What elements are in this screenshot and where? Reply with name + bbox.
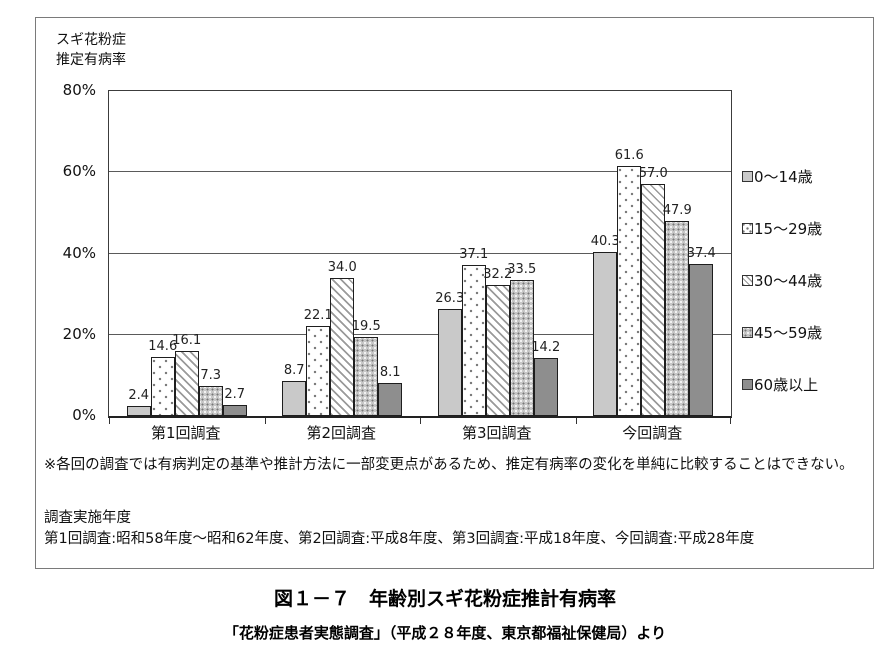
- x-axis-category-label: 今回調査: [622, 424, 683, 442]
- bar-value-label: 22.1: [303, 308, 333, 324]
- legend-label: 60歳以上: [754, 375, 819, 394]
- x-axis-category-label: 第1回調査: [150, 424, 221, 442]
- bar-value-label: 61.6: [614, 147, 644, 163]
- y-axis-tick-label: 0%: [72, 406, 96, 424]
- bar-value-label: 26.3: [435, 291, 465, 307]
- bar: [617, 165, 642, 416]
- bar-value-label: 2.4: [128, 388, 150, 404]
- plot-area: 2.4 14.6 16.1 7.3 2.7 8.7 22.1 34.0 19.5 8.1 26.3 3…: [108, 90, 732, 424]
- survey-years-title: 調査実施年度: [44, 510, 131, 526]
- figure-title: 図１－７ 年齢別スギ花粉症推計有病率: [273, 588, 616, 610]
- y-axis-tick-label: 80%: [62, 81, 96, 99]
- y-axis-tick-label: 40%: [62, 243, 96, 262]
- gridline: [109, 171, 731, 173]
- legend-label: 45〜59歳: [754, 323, 823, 342]
- x-axis-tick: [575, 418, 577, 424]
- legend-swatch-icon: [742, 274, 753, 286]
- bar: [461, 265, 486, 416]
- legend-item: 30〜44歳: [742, 254, 872, 306]
- x-axis-tick: [264, 418, 266, 424]
- legend-label: 0〜14歳: [754, 167, 813, 186]
- bar: [437, 309, 462, 416]
- bar: [222, 405, 247, 416]
- bar-value-label: 34.0: [327, 259, 357, 275]
- gridline: [109, 252, 731, 254]
- legend-item: 45〜59歳: [742, 306, 872, 358]
- x-axis-tick: [109, 418, 110, 424]
- bar-value-label: 33.5: [507, 261, 537, 277]
- bar-value-label: 37.4: [686, 246, 716, 262]
- x-axis-category-label: 第3回調査: [461, 424, 532, 442]
- bar-value-label: 7.3: [200, 368, 222, 384]
- bar-value-label: 32.2: [483, 267, 513, 283]
- x-axis-tick: [420, 418, 421, 424]
- bar-value-label: 16.1: [172, 332, 202, 348]
- bar-value-label: 19.5: [351, 318, 381, 334]
- x-axis-tick: [730, 418, 731, 424]
- y-axis-title: スギ花粉症 推定有病率: [56, 30, 126, 71]
- bar: [378, 383, 403, 416]
- bar-value-label: 57.0: [638, 166, 668, 182]
- survey-years: 調査実施年度 第1回調査:昭和58年度～昭和62年度、第2回調査:平成8年度、第…: [44, 508, 859, 550]
- bar-value-label: 14.6: [148, 338, 178, 354]
- bar-value-label: 8.1: [379, 365, 401, 381]
- legend-swatch-icon: [742, 222, 753, 234]
- bar: [593, 252, 618, 416]
- bar: [150, 356, 175, 416]
- x-axis-labels: 第1回調査 第2回調査 第3回調査 今回調査: [108, 422, 730, 444]
- bar: [126, 406, 151, 416]
- x-axis-category-label: 第2回調査: [306, 424, 377, 442]
- legend-label: 30〜44歳: [754, 271, 823, 290]
- legend-item: 15〜29歳: [742, 202, 872, 254]
- bar: [641, 184, 666, 416]
- y-axis-title-line2: 推定有病率: [56, 52, 126, 69]
- y-axis-tick-label: 20%: [62, 324, 96, 343]
- legend-swatch-icon: [742, 378, 753, 390]
- legend-swatch-icon: [742, 326, 753, 338]
- bar-value-label: 37.1: [459, 247, 489, 263]
- bar: [665, 221, 690, 416]
- bar: [330, 277, 355, 416]
- gridline: [109, 333, 731, 335]
- bar: [354, 336, 379, 416]
- y-axis-tick-label: 60%: [62, 162, 96, 181]
- bar-value-label: 2.7: [224, 387, 246, 403]
- y-axis-title-line1: スギ花粉症: [56, 32, 126, 48]
- legend: 0〜14歳 15〜29歳 30〜44歳 45〜59歳 60歳以上: [742, 150, 872, 410]
- bar: [689, 264, 714, 416]
- bar: [509, 279, 534, 416]
- figure-caption: 「花粉症患者実態調査」（平成２８年度、東京都福祉保健局）より: [223, 624, 667, 642]
- bar: [174, 350, 199, 416]
- bar: [306, 326, 331, 416]
- note-text: ※各回の調査では有病判定の基準や推計方法に一部変更点があるため、推定有病率の変化…: [44, 457, 854, 473]
- legend-item: 0〜14歳: [742, 150, 872, 202]
- legend-swatch-icon: [742, 170, 753, 182]
- y-axis-tick-labels: 80% 60% 40% 20% 0%: [54, 81, 102, 424]
- bar-value-label: 47.9: [662, 203, 692, 219]
- legend-label: 15〜29歳: [754, 219, 823, 238]
- bar-value-label: 8.7: [283, 362, 305, 378]
- chart-frame: スギ花粉症 推定有病率 80% 60% 40% 20% 0% 2.4 14.6 16.1 7.…: [35, 17, 874, 569]
- bar: [485, 285, 510, 416]
- survey-years-detail: 第1回調査:昭和58年度～昭和62年度、第2回調査:平成8年度、第3回調査:平成…: [44, 531, 755, 548]
- bar-value-label: 14.2: [531, 340, 561, 356]
- bar-value-label: 40.3: [590, 234, 620, 250]
- legend-item: 60歳以上: [742, 358, 872, 410]
- bar: [533, 358, 558, 416]
- bar: [198, 386, 223, 416]
- bar: [282, 380, 307, 416]
